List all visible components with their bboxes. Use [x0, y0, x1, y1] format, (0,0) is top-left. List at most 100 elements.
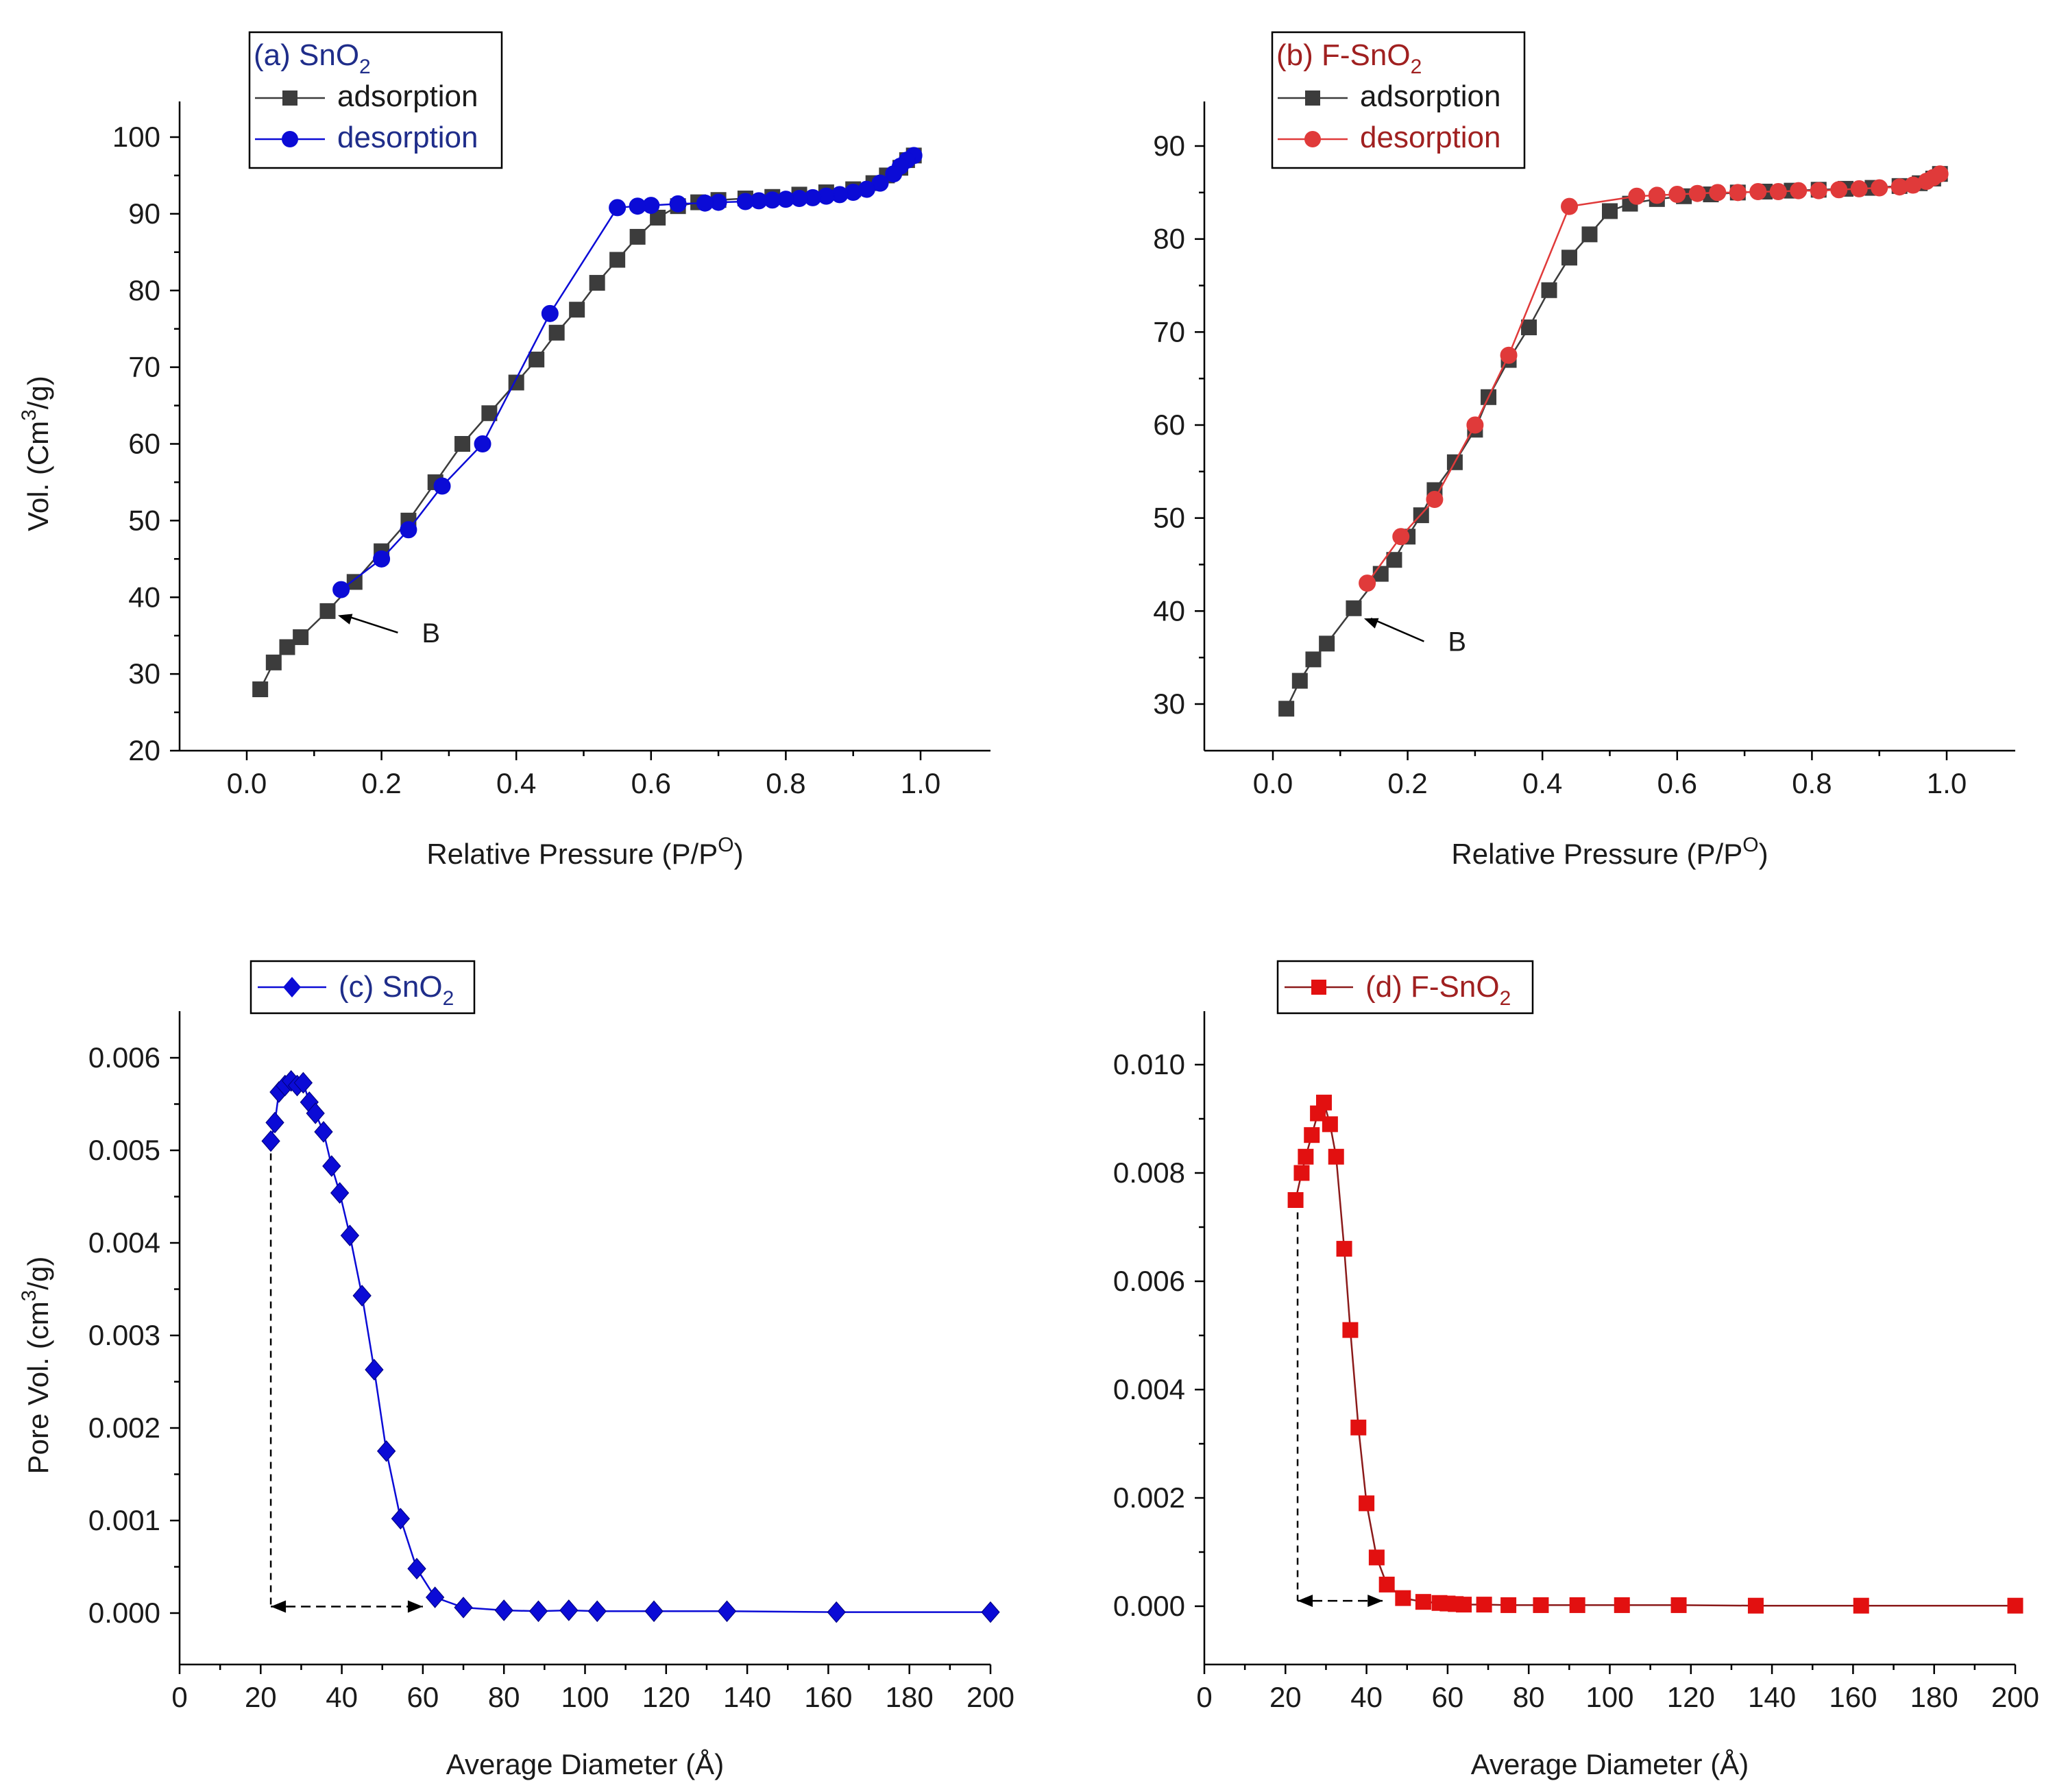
- data-point-square: [1359, 1495, 1375, 1512]
- y-axis-label-part: 3: [18, 1290, 40, 1302]
- legend-marker-circle: [282, 131, 298, 147]
- y-axis-label-part: /g): [22, 376, 54, 409]
- x-tick-label: 0.4: [496, 767, 536, 799]
- data-point-circle: [1890, 178, 1908, 196]
- x-axis-label-part: ): [734, 838, 744, 870]
- data-point-square: [1319, 635, 1335, 652]
- x-tick-label: 140: [723, 1681, 771, 1713]
- data-point-circle: [373, 550, 391, 568]
- x-axis-label: Average Diameter (Å): [1471, 1748, 1749, 1780]
- data-point-square: [569, 302, 585, 318]
- data-point-diamond: [407, 1558, 426, 1579]
- data-point-circle: [1790, 182, 1808, 199]
- data-point-circle: [696, 194, 714, 212]
- x-tick-label: 0.2: [1387, 767, 1427, 799]
- data-point-circle: [332, 581, 350, 598]
- data-point-square: [1581, 226, 1598, 243]
- data-point-square: [528, 351, 545, 367]
- legend-title-part: 2: [1500, 987, 1511, 1010]
- series-line--c-sno2: [269, 1080, 990, 1613]
- x-tick-label: 0.4: [1522, 767, 1562, 799]
- data-point-square: [1476, 1597, 1492, 1613]
- data-point-diamond: [377, 1440, 396, 1462]
- annotation-arrow-line: [344, 614, 398, 633]
- data-point-square: [1372, 566, 1389, 582]
- data-point-square: [1304, 1127, 1320, 1143]
- x-tick-label: 80: [488, 1681, 520, 1713]
- x-tick-label: 0: [1196, 1681, 1212, 1713]
- y-axis-label: Vol. (Cm3/g): [18, 376, 54, 531]
- x-tick-label: 80: [1513, 1681, 1545, 1713]
- data-point-circle: [736, 193, 754, 210]
- data-point-circle: [1392, 528, 1410, 546]
- data-point-square: [1614, 1597, 1630, 1613]
- y-tick-label: 50: [1153, 502, 1185, 534]
- y-tick-label: 90: [1153, 130, 1185, 162]
- legend-title-part: 2: [1411, 56, 1422, 78]
- data-point-diamond: [330, 1182, 350, 1204]
- data-point-circle: [1729, 184, 1747, 202]
- data-point-diamond: [425, 1586, 445, 1608]
- y-tick-label: 0.004: [88, 1226, 160, 1259]
- y-tick-label: 0.008: [1113, 1157, 1185, 1189]
- data-point-square: [1500, 1597, 1517, 1613]
- data-point-square: [1322, 1116, 1338, 1133]
- data-point-circle: [885, 165, 903, 183]
- data-point-circle: [1500, 346, 1518, 364]
- x-tick-label: 60: [407, 1681, 439, 1713]
- y-tick-label: 0.002: [88, 1412, 160, 1444]
- data-point-square: [548, 324, 565, 341]
- legend-title: (c) SnO2: [339, 970, 454, 1010]
- data-point-square: [1342, 1322, 1359, 1338]
- data-point-diamond: [261, 1130, 280, 1152]
- data-point-diamond: [644, 1600, 664, 1623]
- data-point-square: [1305, 651, 1322, 668]
- series-line--d-f-sno2: [1294, 1100, 2015, 1607]
- legend-marker-diamond: [283, 977, 301, 997]
- annotation-arrowhead: [1363, 618, 1379, 629]
- data-point-square: [1386, 552, 1402, 568]
- panel-d: 0 20 40 60 80 100 120 140 160 180 200 0.000 0.002 0.0…: [1113, 960, 2039, 1780]
- legend-entry-label: desorption: [337, 121, 478, 154]
- data-point-square: [629, 228, 646, 245]
- y-tick-label: 0.002: [1113, 1481, 1185, 1514]
- x-tick-label: 140: [1748, 1681, 1796, 1713]
- y-tick-label: 90: [128, 197, 160, 230]
- x-axis-label-part: ): [1759, 838, 1768, 870]
- data-point-square: [609, 252, 626, 268]
- data-point-square: [1368, 1549, 1385, 1566]
- x-tick-label: 40: [326, 1681, 358, 1713]
- data-point-square: [481, 405, 498, 422]
- data-point-square: [319, 603, 336, 619]
- x-tick-label: 1.0: [1927, 767, 1967, 799]
- x-tick-label: 120: [642, 1681, 690, 1713]
- legend-marker-square: [1311, 980, 1326, 995]
- y-tick-label: 0.006: [1113, 1265, 1185, 1297]
- y-tick-label: 80: [128, 274, 160, 306]
- data-point-diamond: [559, 1599, 579, 1621]
- legend-marker-circle: [1304, 131, 1321, 147]
- data-point-diamond: [352, 1285, 372, 1307]
- data-point-square: [1278, 701, 1295, 717]
- data-point-diamond: [314, 1121, 333, 1143]
- data-point-circle: [433, 477, 451, 495]
- data-point-square: [1561, 250, 1578, 266]
- x-tick-label: 0: [171, 1681, 187, 1713]
- data-point-diamond: [293, 1071, 313, 1094]
- range-arrowhead-right: [1367, 1595, 1383, 1608]
- x-tick-label: 160: [1829, 1681, 1877, 1713]
- data-point-circle: [1871, 179, 1888, 197]
- annotation-label: B: [422, 618, 440, 649]
- data-point-square: [1747, 1597, 1764, 1614]
- data-point-square: [1853, 1597, 1869, 1614]
- data-point-diamond: [528, 1600, 548, 1623]
- x-tick-label: 100: [1585, 1681, 1633, 1713]
- x-axis-label-part: O: [718, 834, 733, 856]
- y-tick-label: 0.010: [1113, 1048, 1185, 1080]
- annotation-label: B: [1448, 627, 1466, 657]
- panel-c: 0 20 40 60 80 100 120 140 160 180 200 0.000 0.001 0.0…: [18, 960, 1014, 1780]
- series-line-desorption: [1366, 173, 1941, 584]
- data-point-diamond: [454, 1597, 473, 1619]
- legend-title-part: (b) F-SnO: [1276, 38, 1411, 72]
